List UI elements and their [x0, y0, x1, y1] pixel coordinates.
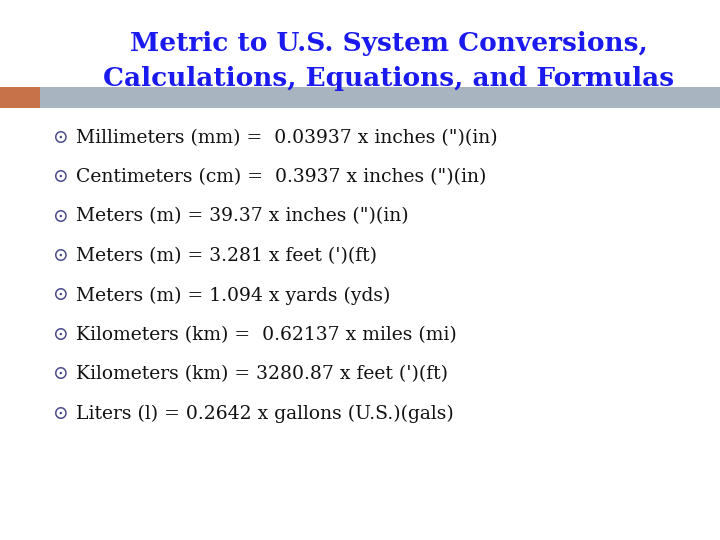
Text: Kilometers (km) = 3280.87 x feet (')(ft): Kilometers (km) = 3280.87 x feet (')(ft): [76, 365, 448, 383]
Text: ⊙: ⊙: [53, 247, 69, 265]
Text: Centimeters (cm) =  0.3937 x inches (")(in): Centimeters (cm) = 0.3937 x inches (")(i…: [76, 168, 486, 186]
Text: ⊙: ⊙: [53, 207, 69, 226]
Text: Meters (m) = 39.37 x inches (")(in): Meters (m) = 39.37 x inches (")(in): [76, 207, 408, 226]
Text: ⊙: ⊙: [53, 168, 69, 186]
Bar: [0, 87, 40, 108]
Text: ⊙: ⊙: [53, 129, 69, 147]
Text: Meters (m) = 1.094 x yards (yds): Meters (m) = 1.094 x yards (yds): [76, 286, 390, 305]
Text: Millimeters (mm) =  0.03937 x inches (")(in): Millimeters (mm) = 0.03937 x inches (")(…: [76, 129, 498, 147]
Text: ⊙: ⊙: [53, 286, 69, 305]
Text: Metric to U.S. System Conversions,: Metric to U.S. System Conversions,: [130, 31, 648, 56]
Text: Calculations, Equations, and Formulas: Calculations, Equations, and Formulas: [103, 66, 675, 91]
Bar: [0, 87, 720, 108]
Text: ⊙: ⊙: [53, 365, 69, 383]
Text: Meters (m) = 3.281 x feet (')(ft): Meters (m) = 3.281 x feet (')(ft): [76, 247, 377, 265]
Text: Kilometers (km) =  0.62137 x miles (mi): Kilometers (km) = 0.62137 x miles (mi): [76, 326, 456, 344]
Text: Liters (l) = 0.2642 x gallons (U.S.)(gals): Liters (l) = 0.2642 x gallons (U.S.)(gal…: [76, 404, 454, 423]
Text: ⊙: ⊙: [53, 404, 69, 423]
Text: ⊙: ⊙: [53, 326, 69, 344]
